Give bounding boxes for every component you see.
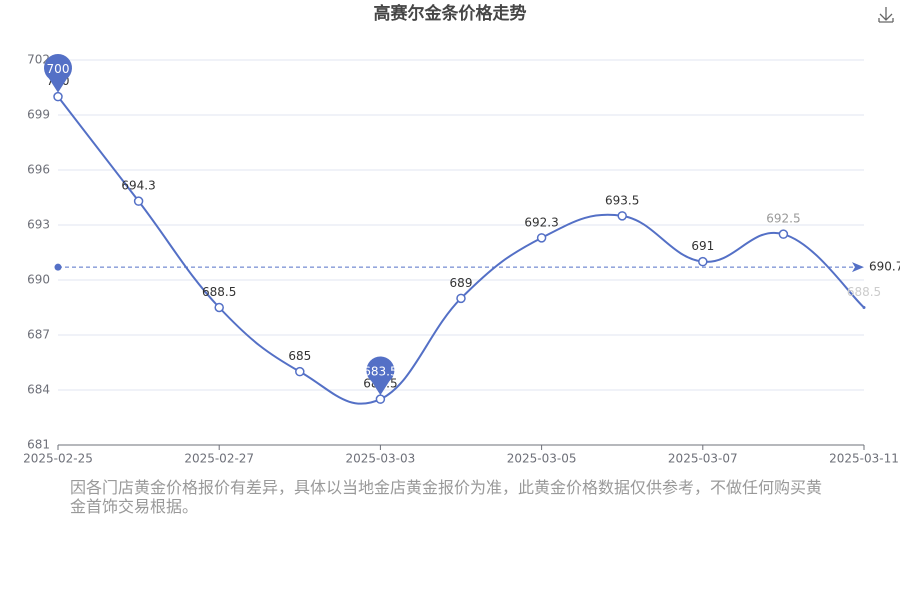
disclaimer: 因各门店黄金价格报价有差异，具体以当地金店黄金报价为准，此黄金价格数据仅供参考，… <box>70 478 823 516</box>
x-tick-label: 2025-02-27 <box>184 452 254 466</box>
mark-point-label: 683.5 <box>363 365 397 379</box>
point <box>375 394 386 404</box>
mark-line-label: 690.7 <box>869 260 900 274</box>
x-tick-label: 2025-03-05 <box>507 452 577 466</box>
download-icon[interactable] <box>878 7 894 23</box>
data-label: 685 <box>288 349 311 363</box>
mark-point-label: 700 <box>47 62 70 76</box>
x-tick-label: 2025-03-03 <box>346 452 416 466</box>
data-label: 689 <box>450 276 473 290</box>
mark-point <box>366 356 395 396</box>
data-label: 692.3 <box>524 215 558 229</box>
y-tick-label: 696 <box>27 163 50 177</box>
data-label: 693.5 <box>605 193 639 207</box>
data-label: 692.5 <box>766 212 800 226</box>
data-label: 691 <box>691 239 714 253</box>
x-tick-label: 2025-03-11 <box>829 452 899 466</box>
x-tick-label: 2025-03-07 <box>668 452 738 466</box>
point <box>862 306 866 309</box>
data-label: 694.3 <box>121 179 155 193</box>
point <box>698 256 708 267</box>
y-tick-label: 690 <box>27 273 50 287</box>
y-tick-label: 693 <box>27 218 50 232</box>
mark-line-start <box>54 263 62 271</box>
point <box>133 196 144 206</box>
mark-point <box>44 53 73 93</box>
download-button[interactable] <box>878 7 894 23</box>
point <box>53 91 63 102</box>
point <box>214 302 224 313</box>
chart-title: 高赛尔金条价格走势 <box>374 3 527 24</box>
y-tick-label: 699 <box>27 108 50 122</box>
point <box>536 233 547 243</box>
y-tick-label: 681 <box>27 438 50 452</box>
data-label: 688.5 <box>202 285 236 299</box>
mark-line-arrow <box>852 262 864 273</box>
y-tick-label: 702 <box>27 53 50 67</box>
point <box>295 366 305 377</box>
point <box>617 211 627 221</box>
x-tick-label: 2025-02-25 <box>23 452 93 466</box>
point <box>778 229 789 239</box>
y-tick-label: 684 <box>27 383 50 397</box>
data-label: 688.5 <box>847 285 881 299</box>
y-tick-label: 687 <box>27 328 50 342</box>
point <box>456 293 466 304</box>
line <box>57 96 865 405</box>
